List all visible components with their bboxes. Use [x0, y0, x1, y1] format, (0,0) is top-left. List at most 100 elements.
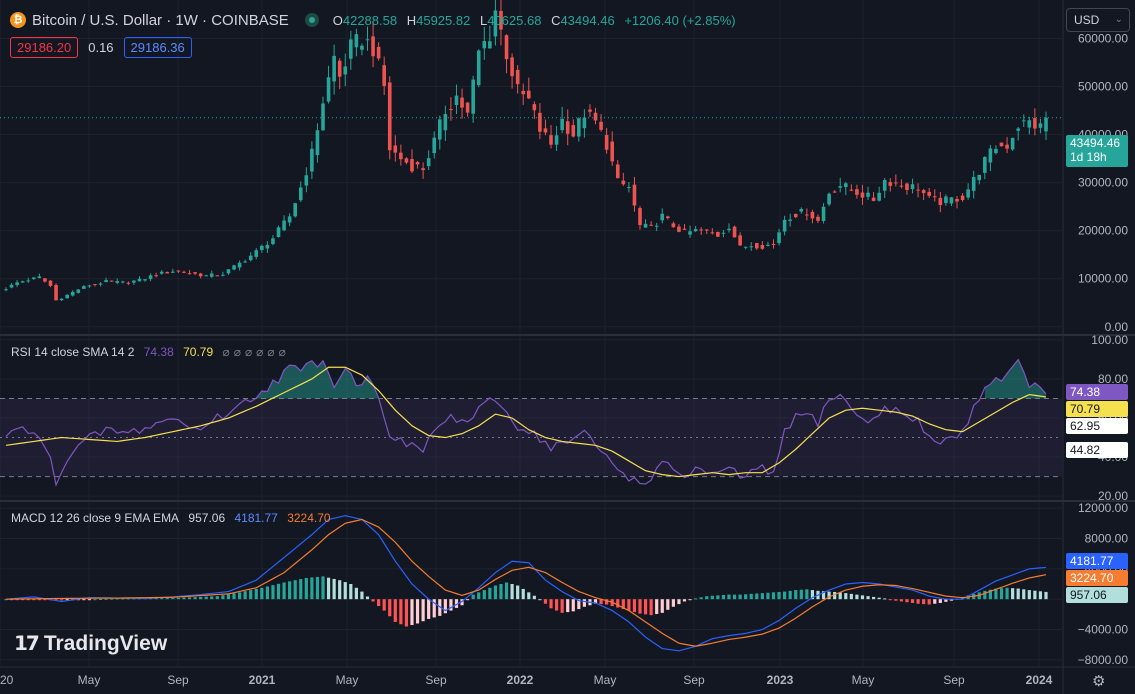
macd-histogram-bar [749, 593, 753, 600]
sell-price-button[interactable]: 29186.20 [10, 37, 79, 58]
candle [399, 152, 403, 160]
macd-histogram-bar [799, 589, 803, 600]
candle [137, 278, 142, 282]
rsi-legend[interactable]: RSI 14 close SMA 14 2 74.38 70.79 ⌀⌀⌀⌀⌀⌀ [11, 345, 296, 359]
candle [788, 219, 792, 221]
candle [93, 284, 97, 286]
candle [615, 164, 620, 179]
macd-histogram-bar [438, 599, 442, 616]
macd-histogram-bar [221, 595, 225, 600]
macd-histogram-bar [827, 591, 831, 600]
candle [810, 211, 815, 219]
macd-histogram-bar [838, 592, 842, 600]
symbol-title[interactable]: Bitcoin / U.S. Dollar · 1W · COINBASE [32, 11, 289, 29]
macd-histogram-bar [605, 599, 609, 605]
macd-legend[interactable]: MACD 12 26 close 9 EMA EMA 957.06 4181.7… [11, 511, 337, 525]
macd-histogram-bar [160, 598, 164, 600]
candle [449, 109, 453, 111]
candle [198, 273, 203, 277]
macd-histogram-bar [410, 599, 414, 625]
macd-histogram-bar [910, 599, 915, 603]
y-tick-label: 30000.00 [1078, 176, 1128, 190]
candle [888, 182, 893, 186]
candle [293, 203, 297, 217]
candle [983, 157, 987, 173]
open-label: O [332, 12, 343, 28]
macd-histogram-bar [354, 587, 358, 600]
candle [54, 285, 58, 301]
candle [126, 282, 131, 284]
candle [215, 275, 220, 277]
macd-histogram-bar [922, 599, 926, 605]
symbol-header[interactable]: ₿ Bitcoin / U.S. Dollar · 1W · COINBASE … [10, 9, 742, 31]
candle [588, 109, 592, 112]
candle [621, 180, 626, 185]
candle [154, 275, 158, 277]
macd-histogram-bar [632, 599, 637, 613]
candle [37, 276, 42, 279]
macd-histogram-bar [1027, 590, 1031, 600]
high-label: H [406, 12, 417, 28]
candle [321, 103, 325, 131]
macd-histogram-bar [393, 599, 397, 622]
macd-histogram-bar [554, 599, 559, 611]
rsi-band-tag: 62.95 [1066, 418, 1128, 434]
candle [749, 246, 754, 248]
rsi-value-tag: 74.38 [1066, 384, 1128, 400]
candle [482, 40, 487, 49]
candle [699, 229, 703, 231]
candle [209, 273, 214, 277]
y-tick-label: 0.00 [1105, 320, 1129, 334]
candle [877, 192, 881, 201]
macd-histogram-bar [905, 599, 909, 603]
macd-histogram-bar [26, 599, 30, 601]
macd-histogram-bar [649, 599, 653, 616]
candle [966, 189, 970, 198]
candle [460, 97, 464, 108]
candle [721, 232, 726, 234]
macd-histogram-bar [93, 599, 97, 601]
candle [9, 284, 14, 288]
macd-histogram-bar [510, 584, 514, 600]
candle [176, 270, 181, 272]
candle [604, 135, 609, 150]
macd-histogram-bar [371, 599, 375, 602]
candle [627, 187, 631, 189]
candle [654, 225, 659, 227]
macd-histogram-bar [115, 598, 119, 600]
buy-price-button[interactable]: 29186.36 [123, 37, 192, 58]
y-tick-label: 12000.00 [1078, 501, 1128, 515]
tradingview-logo[interactable]: 𝟭𝟳 TradingView [14, 631, 167, 656]
macd-histogram-bar [399, 599, 403, 625]
candle [437, 119, 442, 140]
candle [476, 50, 481, 86]
candle [159, 271, 164, 274]
candle [1021, 120, 1026, 122]
candle [960, 195, 965, 200]
macd-histogram-bar [660, 599, 664, 613]
macd-histogram-bar [1011, 588, 1015, 600]
gear-icon[interactable]: ⚙ [1092, 673, 1106, 690]
candle [782, 219, 787, 232]
macd-histogram-bar [343, 582, 347, 600]
candle [821, 206, 826, 221]
candle [526, 90, 531, 99]
macd-histogram-bar [677, 599, 681, 605]
hidden-values-icons[interactable]: ⌀⌀⌀⌀⌀⌀ [222, 345, 290, 359]
macd-histogram-bar [182, 597, 186, 600]
currency-select[interactable]: USD ⌄ [1066, 8, 1130, 32]
candle [15, 282, 19, 286]
candle [921, 190, 926, 194]
candle [693, 229, 698, 232]
candle [994, 148, 998, 154]
macd-histogram-bar [254, 588, 258, 600]
macd-histogram-bar [299, 579, 303, 600]
macd-histogram-bar [933, 599, 937, 604]
rsi-band-fill [0, 398, 1062, 477]
candle [76, 289, 81, 293]
macd-histogram-bar [60, 599, 64, 601]
market-status-icon[interactable] [304, 13, 319, 27]
candle [332, 55, 336, 82]
candle [237, 262, 242, 268]
